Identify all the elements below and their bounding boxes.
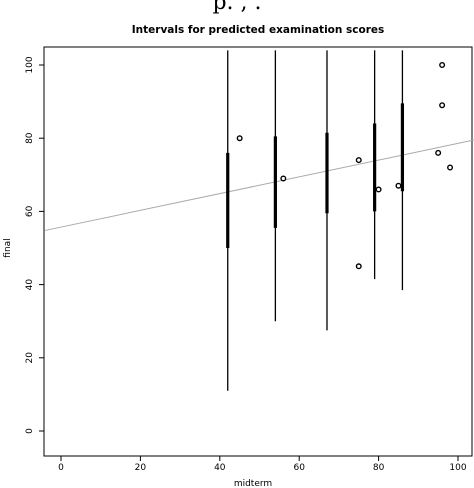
y-tick-label: 60 — [25, 205, 35, 217]
top-partial-text: p. , . — [212, 0, 261, 15]
data-point — [439, 62, 446, 69]
data-point — [280, 175, 287, 182]
plot-frame — [43, 46, 473, 457]
y-tick-label: 100 — [25, 56, 35, 73]
y-tick-label: 80 — [25, 132, 35, 144]
y-axis-label: final — [3, 238, 13, 257]
y-tick-label: 20 — [25, 352, 35, 364]
x-tick-label: 20 — [135, 463, 147, 473]
y-tick-label: 0 — [25, 428, 35, 434]
data-point — [355, 263, 362, 270]
data-point — [435, 149, 442, 156]
x-axis-label: midterm — [234, 479, 272, 488]
x-tick-label: 40 — [214, 463, 226, 473]
x-tick-label: 80 — [373, 463, 385, 473]
x-tick-label: 60 — [293, 463, 305, 473]
y-axis: 0 20 40 60 80 100 — [25, 56, 44, 434]
points-layer — [236, 62, 454, 270]
y-tick-label: 40 — [25, 279, 35, 291]
x-tick-label: 0 — [58, 463, 64, 473]
data-point — [355, 157, 362, 164]
data-point — [236, 135, 243, 142]
chart-title: Intervals for predicted examination scor… — [132, 24, 385, 36]
data-point — [447, 164, 454, 171]
x-tick-label: 100 — [449, 463, 466, 473]
data-point — [439, 102, 446, 109]
x-axis: 0 20 40 60 80 100 — [58, 456, 467, 473]
data-point — [395, 182, 402, 189]
data-point — [375, 186, 382, 193]
intervals-layer — [226, 50, 405, 391]
